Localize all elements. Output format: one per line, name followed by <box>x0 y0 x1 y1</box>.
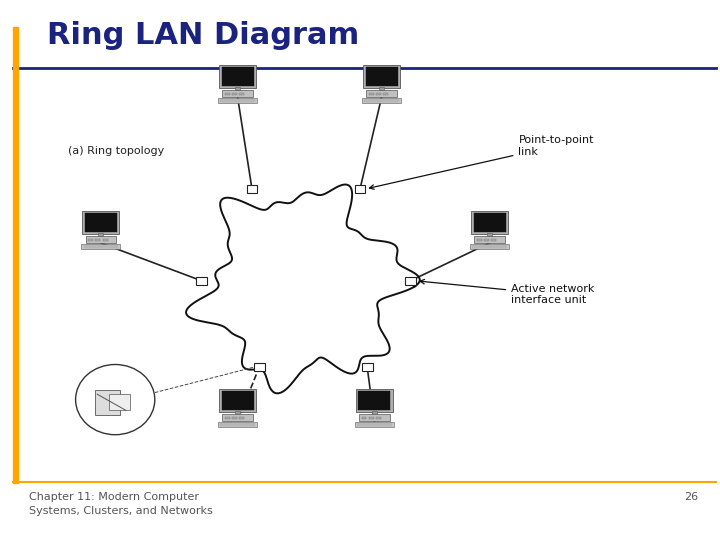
Bar <box>103 239 107 241</box>
Bar <box>196 276 207 285</box>
Bar <box>220 65 256 88</box>
Bar <box>484 239 489 241</box>
Bar <box>369 417 374 419</box>
Text: Point-to-point
link: Point-to-point link <box>369 135 594 189</box>
Bar <box>477 239 482 241</box>
Bar <box>232 417 237 419</box>
Bar <box>83 211 120 234</box>
Bar <box>362 363 373 372</box>
Text: Chapter 11: Modern Computer
Systems, Clusters, and Networks: Chapter 11: Modern Computer Systems, Clu… <box>29 492 212 516</box>
Bar <box>225 93 230 95</box>
Bar <box>220 389 256 412</box>
Bar <box>99 233 103 237</box>
Bar <box>470 244 509 248</box>
Bar <box>474 213 505 232</box>
Bar <box>235 87 240 91</box>
Ellipse shape <box>76 364 155 435</box>
Bar <box>379 87 384 91</box>
Bar <box>366 67 397 86</box>
Bar <box>405 276 416 285</box>
Bar <box>361 417 366 419</box>
Bar <box>95 390 120 415</box>
Bar <box>355 185 365 193</box>
Bar <box>474 236 505 242</box>
Bar <box>81 244 120 248</box>
Bar <box>472 211 508 234</box>
Bar <box>222 90 253 97</box>
Bar <box>222 414 253 421</box>
Bar <box>355 422 394 427</box>
Bar <box>384 93 388 95</box>
Bar <box>240 417 244 419</box>
Bar <box>376 93 381 95</box>
Text: Ring LAN Diagram: Ring LAN Diagram <box>47 21 359 50</box>
Bar <box>235 411 240 415</box>
Text: Active network
interface unit: Active network interface unit <box>420 279 595 305</box>
Bar <box>359 391 390 410</box>
Bar <box>253 363 265 372</box>
Bar <box>356 389 393 412</box>
Bar <box>487 233 492 237</box>
Bar <box>222 67 253 86</box>
Bar <box>88 239 93 241</box>
Bar <box>359 414 390 421</box>
Bar <box>366 90 397 97</box>
Bar <box>218 98 257 103</box>
Bar <box>13 27 18 483</box>
Bar <box>232 93 237 95</box>
Bar <box>362 98 401 103</box>
Bar <box>86 236 116 242</box>
Bar <box>222 391 253 410</box>
Bar <box>492 239 496 241</box>
Bar <box>225 417 230 419</box>
Bar <box>372 411 377 415</box>
Text: 26: 26 <box>684 492 698 503</box>
Bar <box>377 417 381 419</box>
Bar <box>109 394 130 410</box>
Bar <box>85 213 117 232</box>
Bar <box>364 65 400 88</box>
Text: (a) Ring topology: (a) Ring topology <box>68 146 165 156</box>
Bar <box>95 239 100 241</box>
Bar <box>369 93 374 95</box>
Bar <box>218 422 257 427</box>
Bar <box>240 93 244 95</box>
Bar <box>246 185 258 193</box>
